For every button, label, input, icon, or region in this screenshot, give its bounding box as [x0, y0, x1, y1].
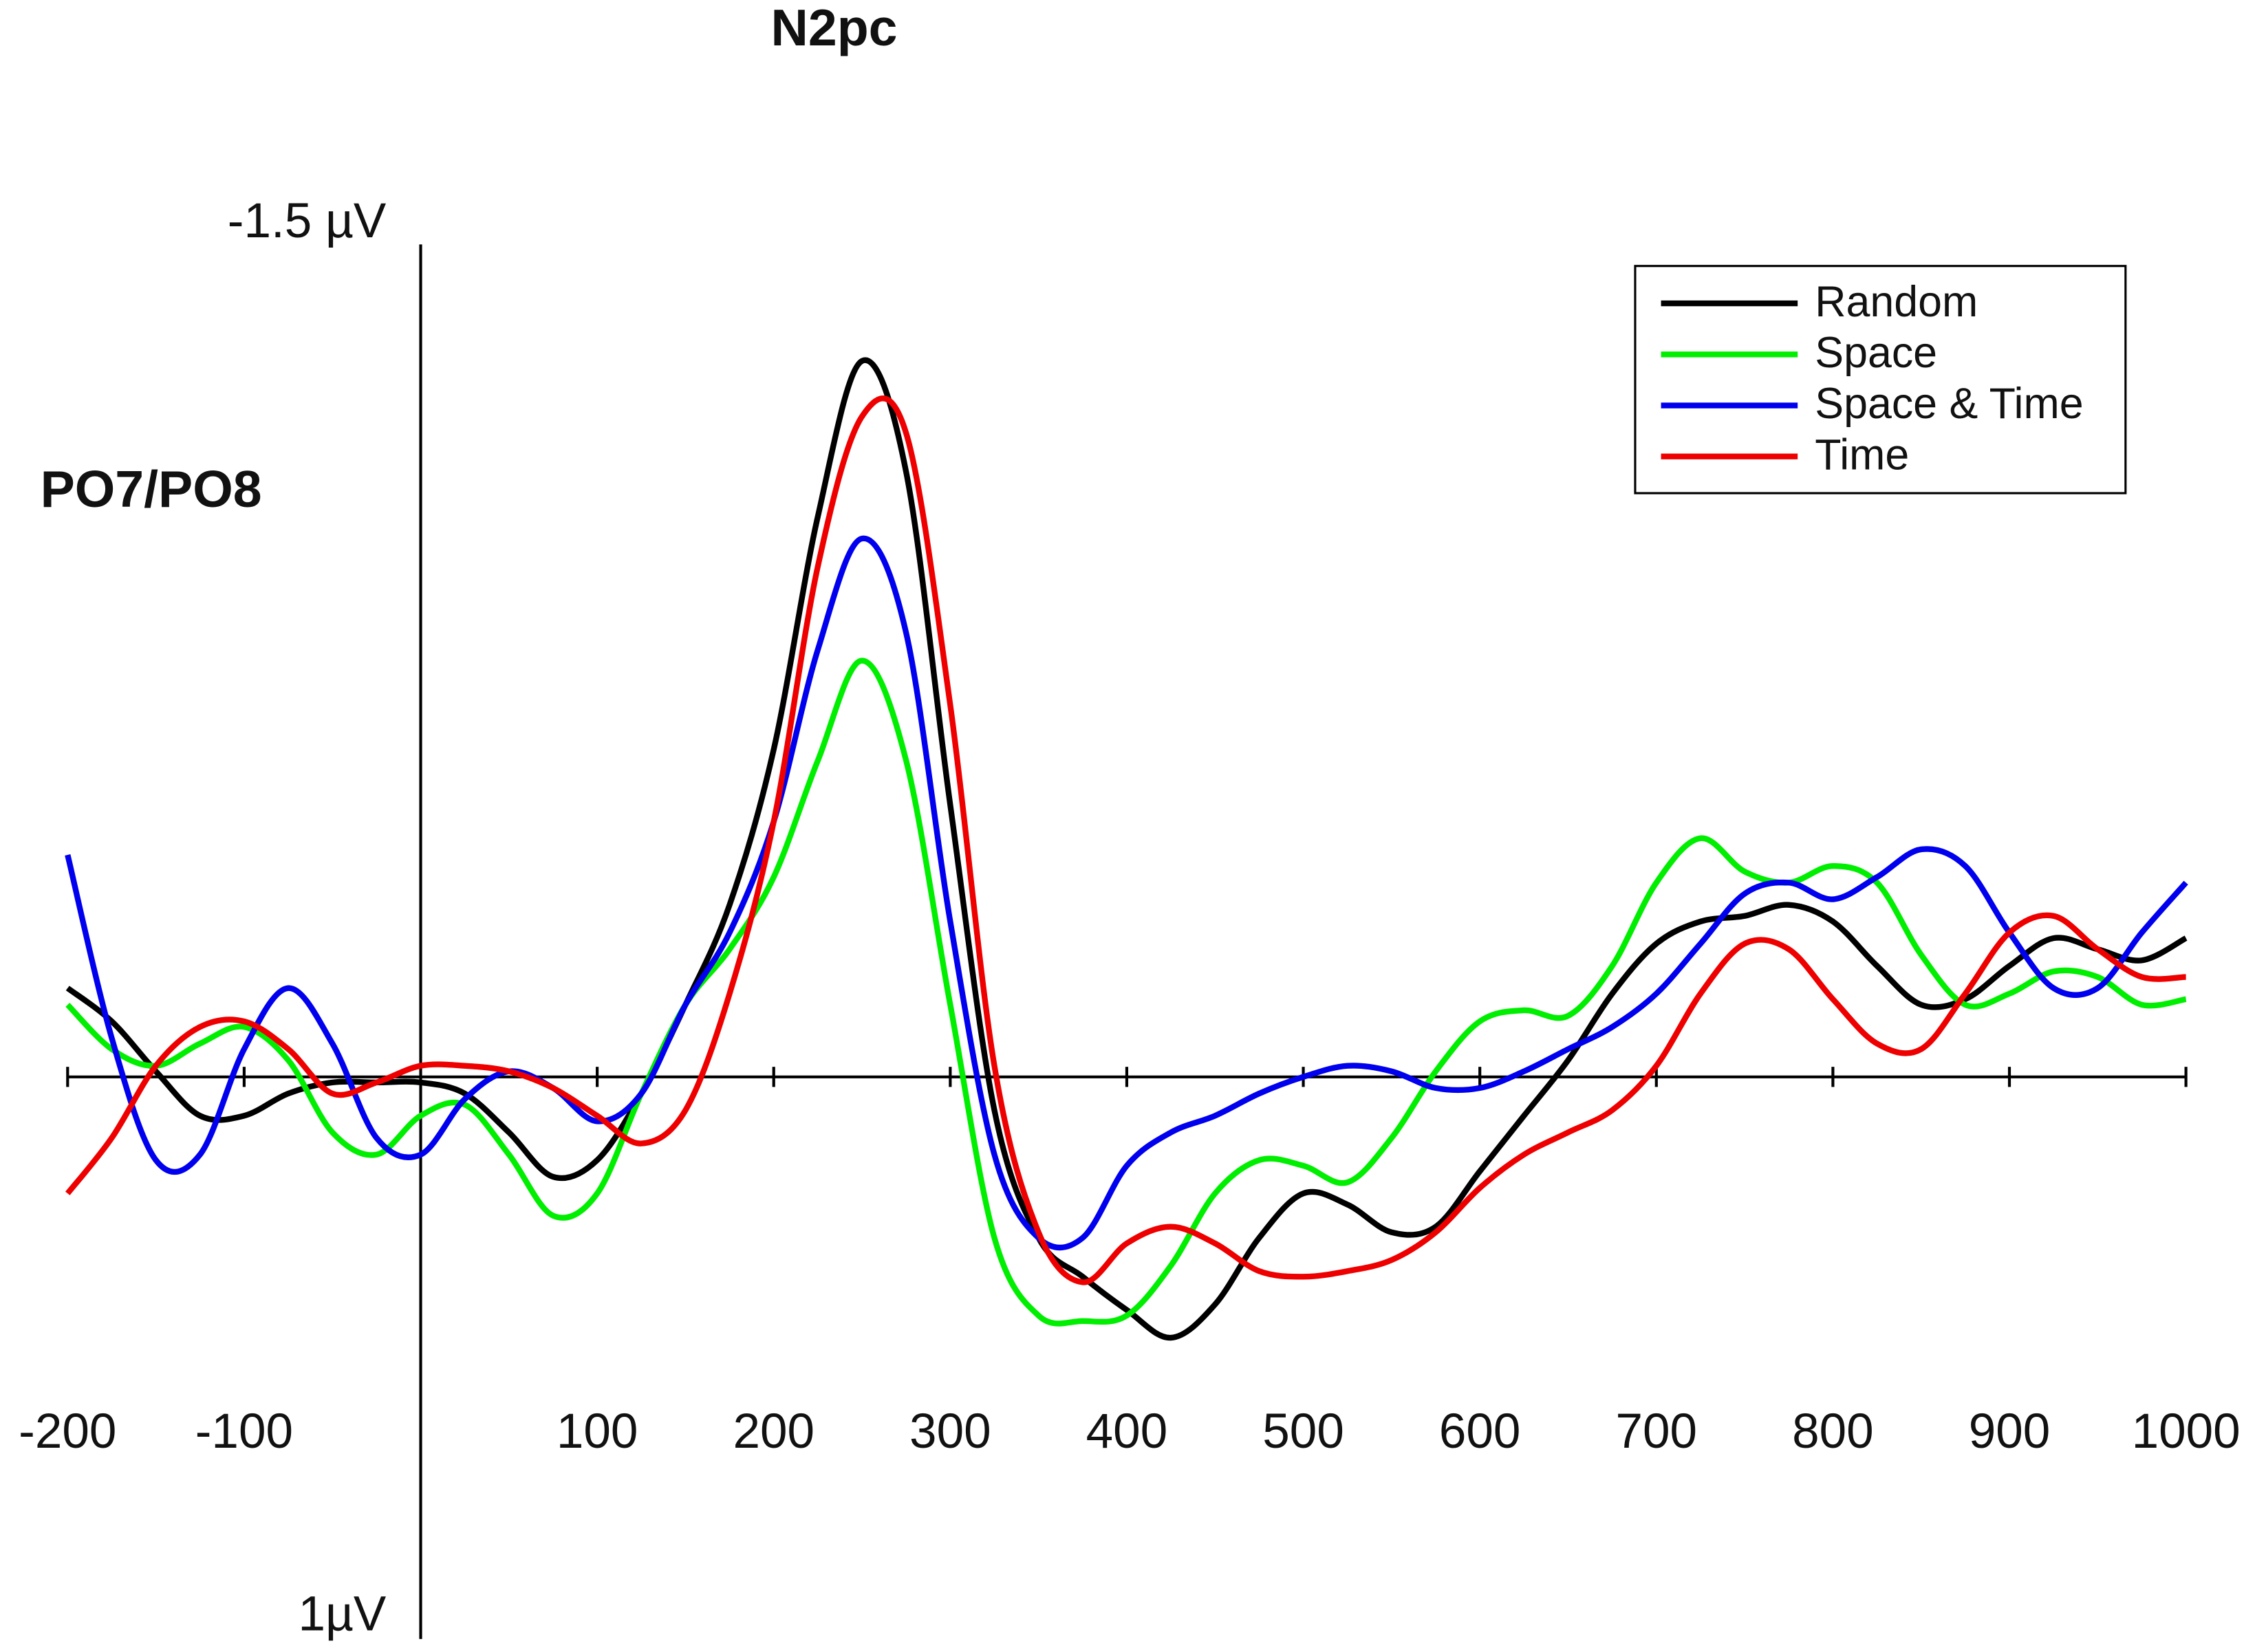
x-tick-label: 700: [1615, 1404, 1697, 1459]
x-tick-label: 400: [1086, 1404, 1168, 1459]
y-tick-label: -1.5 µV: [228, 194, 387, 248]
x-tick-label: 200: [733, 1404, 814, 1459]
series-line: [65, 535, 2188, 1251]
legend-label: Random: [1815, 278, 1978, 326]
chart-title: N2pc: [771, 0, 898, 56]
x-tick-label: 600: [1439, 1404, 1521, 1459]
series-line: [65, 357, 2188, 1341]
series-line: [65, 657, 2187, 1327]
legend-label: Time: [1815, 431, 1909, 479]
x-tick-label: 100: [557, 1404, 638, 1459]
series-line: [65, 395, 2186, 1285]
x-tick-label: -100: [195, 1404, 293, 1459]
x-tick-label: -200: [19, 1404, 116, 1459]
legend-label: Space & Time: [1815, 380, 2083, 428]
x-tick-label: 900: [1969, 1404, 2051, 1459]
x-tick-label: 1000: [2132, 1404, 2241, 1459]
legend-label: Space: [1815, 329, 1937, 377]
channel-label: PO7/PO8: [41, 460, 262, 518]
x-tick-label: 800: [1792, 1404, 1874, 1459]
y-tick-label: 1µV: [298, 1587, 386, 1642]
x-tick-label: 300: [909, 1404, 991, 1459]
x-tick-label: 500: [1262, 1404, 1344, 1459]
